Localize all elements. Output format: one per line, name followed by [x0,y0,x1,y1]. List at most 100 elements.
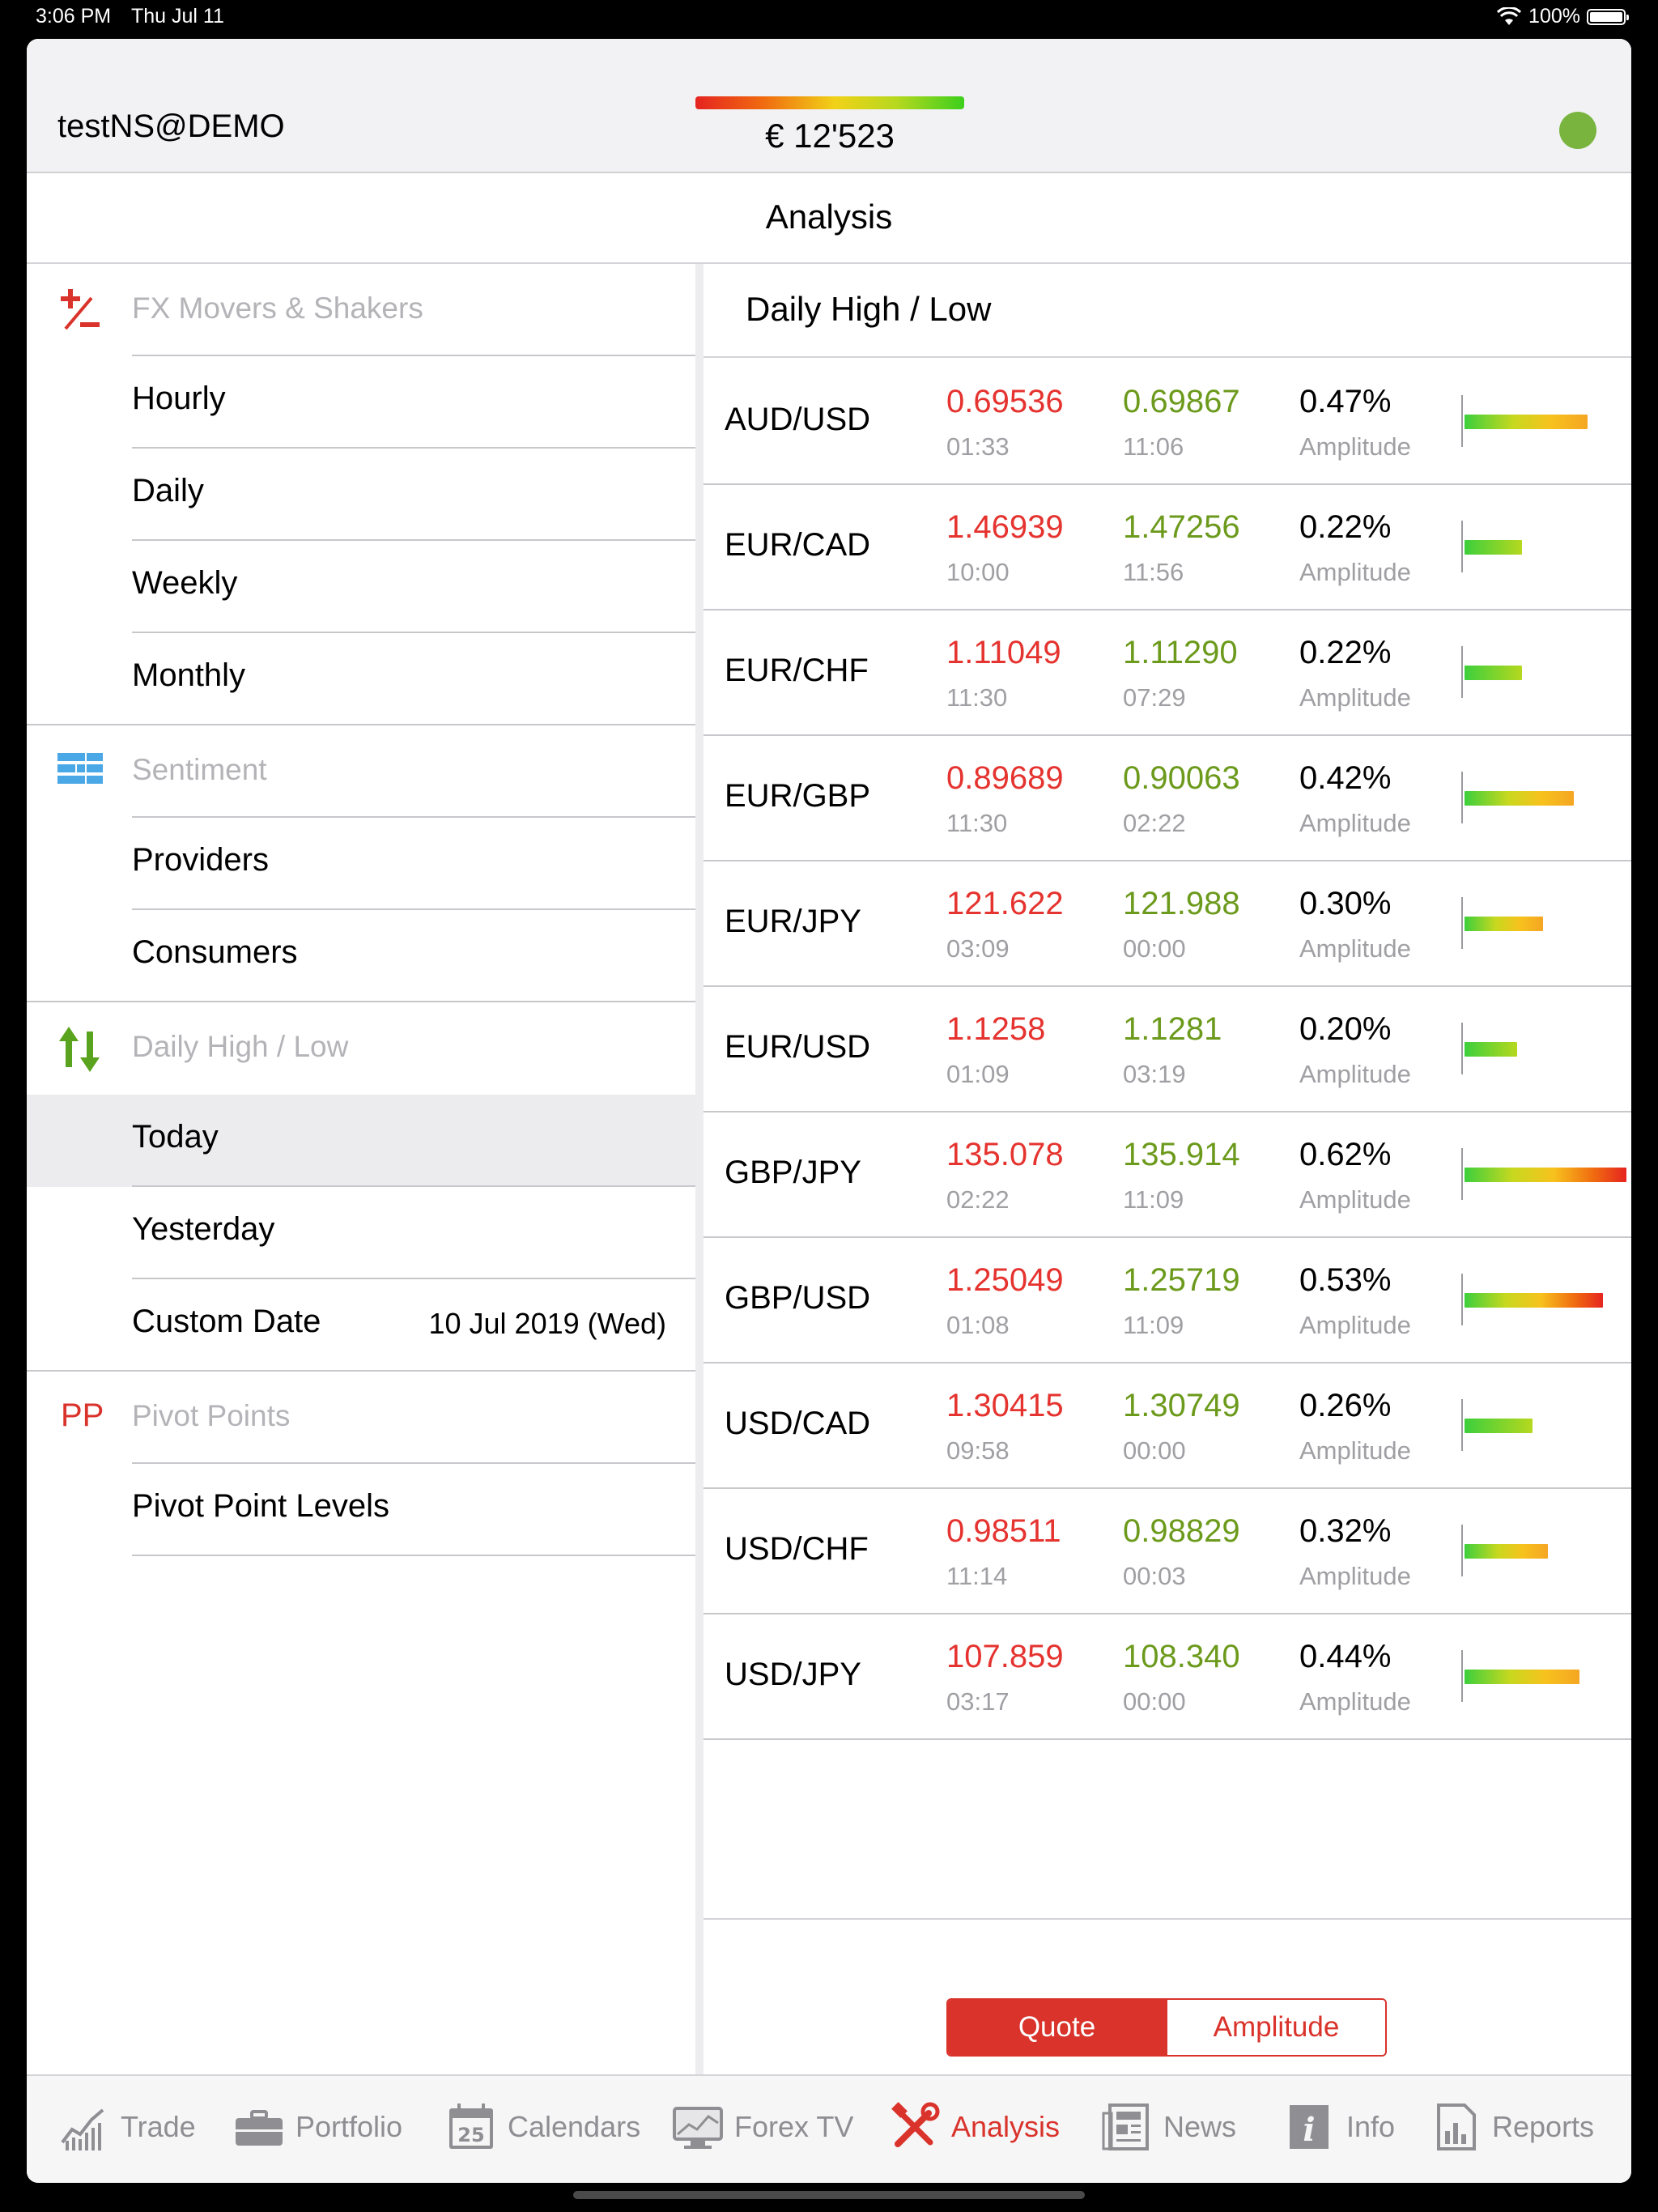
amplitude-percent: 0.44% [1299,1639,1392,1674]
pair-row[interactable]: USD/CHF 0.98511 11:14 0.98829 00:03 0.32% Ampl… [704,1487,1631,1614]
calendar-icon: 25 [449,2104,493,2149]
low-time: 03:09 [946,934,1010,963]
sidebar-item-label: Hourly [132,381,226,416]
sidebar-item-label: Custom Date [132,1304,321,1339]
high-value: 121.988 [1123,886,1240,921]
tab-info[interactable]: i Info [1285,2099,1395,2155]
high-time: 02:22 [1123,809,1186,837]
pair-row[interactable]: USD/JPY 107.859 03:17 108.340 00:00 0.44% Ampl… [704,1613,1631,1740]
plus-minus-icon [61,289,100,330]
sidebar-item-weekly[interactable]: Weekly [27,541,695,633]
sidebar-item-hourly[interactable]: Hourly [27,356,695,449]
low-value: 1.11049 [946,635,1061,670]
low-time: 09:58 [946,1436,1010,1465]
page-title: Analysis [765,198,893,236]
pair-row[interactable]: EUR/CHF 1.11049 11:30 1.11290 07:29 0.22% Ampl… [704,609,1631,736]
pair-row[interactable]: EUR/USD 1.1258 01:09 1.1281 03:19 0.20% Amplit… [704,985,1631,1112]
amplitude-percent: 0.30% [1299,886,1392,921]
amplitude-percent: 0.20% [1299,1011,1392,1047]
pair-row[interactable]: EUR/JPY 121.622 03:09 121.988 00:00 0.30% Ampl… [704,860,1631,987]
amplitude-percent: 0.47% [1299,384,1392,419]
connection-status-dot[interactable] [1559,112,1596,149]
low-time: 11:14 [946,1562,1008,1590]
section-title: Daily High / Low [132,1030,349,1063]
low-value: 1.25049 [946,1262,1064,1298]
battery-percent: 100% [1528,5,1580,28]
sidebar-item-monthly[interactable]: Monthly [27,633,695,725]
sidebar-item-label: Yesterday [132,1211,275,1247]
low-value: 1.46939 [946,509,1064,545]
sidebar-item-label: Today [132,1119,219,1155]
sidebar-item-label: Monthly [132,657,246,693]
pair-row[interactable]: USD/CAD 1.30415 09:58 1.30749 00:00 0.26% Ampl… [704,1362,1631,1489]
sidebar-item-today[interactable]: Today [27,1095,695,1187]
low-value: 1.1258 [946,1011,1046,1047]
amplitude-label: Amplitude [1299,1060,1411,1088]
sentiment-icon [57,753,103,784]
toggle-amplitude[interactable]: Amplitude [1166,2000,1385,2055]
high-time: 03:19 [1123,1060,1186,1088]
sidebar-item-label: Daily [132,473,204,508]
pair-row[interactable]: EUR/GBP 0.89689 11:30 0.90063 02:22 0.42% Ampl… [704,734,1631,861]
high-value: 135.914 [1123,1137,1240,1172]
pair-row[interactable]: GBP/JPY 135.078 02:22 135.914 11:09 0.62% Ampl… [704,1111,1631,1238]
amplitude-axis [1461,1148,1463,1200]
amplitude-axis [1461,395,1463,447]
amplitude-bar [1465,1419,1533,1433]
tab-analysis[interactable]: Analysis [890,2099,1060,2155]
high-time: 00:00 [1123,1436,1186,1465]
split-divider [695,264,704,2074]
tab-label: Forex TV [734,2110,854,2143]
amplitude-label: Amplitude [1299,1185,1411,1214]
tab-reports[interactable]: Reports [1431,2099,1594,2155]
status-right: 100% [1496,5,1629,28]
section-title: Pivot Points [132,1399,291,1432]
home-indicator[interactable] [573,2191,1085,2199]
pair-row[interactable]: EUR/CAD 1.46939 10:00 1.47256 11:56 0.22% Ampl… [704,483,1631,610]
account-name[interactable]: testNS@DEMO [57,108,285,144]
pair-row[interactable]: GBP/USD 1.25049 01:08 1.25719 11:09 0.53% Ampl… [704,1236,1631,1363]
status-bar: 3:06 PM Thu Jul 11 100% [0,0,1658,36]
pair-row[interactable]: AUD/USD 0.69536 01:33 0.69867 11:06 0.47% Ampl… [704,358,1631,485]
analysis-sidebar: FX Movers & Shakers Hourly Daily Weekly … [27,264,695,2074]
list-end-divider [704,1918,1631,1920]
amplitude-label: Amplitude [1299,1311,1411,1339]
pair-name: GBP/USD [725,1280,871,1316]
tab-label: Calendars [508,2110,641,2143]
tab-portfolio[interactable]: Portfolio [234,2099,402,2155]
low-time: 11:30 [946,683,1008,712]
tab-label: Trade [121,2110,196,2143]
low-value: 0.69536 [946,384,1064,419]
section-sentiment: Sentiment [27,725,695,818]
amplitude-bar [1465,1293,1603,1308]
pair-name: GBP/JPY [725,1155,861,1190]
panel-title: Daily High / Low [746,290,992,328]
monitor-icon [673,2107,723,2149]
sidebar-item-providers[interactable]: Providers [27,818,695,910]
sidebar-item-custom-date[interactable]: Custom Date 10 Jul 2019 (Wed) [27,1279,695,1372]
sidebar-item-pivot-point-levels[interactable]: Pivot Point Levels [27,1464,695,1556]
amplitude-axis [1461,521,1463,572]
tab-news[interactable]: News [1102,2099,1236,2155]
sidebar-item-consumers[interactable]: Consumers [27,910,695,1002]
wifi-icon [1496,6,1522,25]
amplitude-axis [1461,646,1463,698]
panel-header: Daily High / Low [704,264,1631,358]
high-value: 1.30749 [1123,1388,1240,1423]
sidebar-item-yesterday[interactable]: Yesterday [27,1187,695,1279]
low-value: 135.078 [946,1137,1064,1172]
section-title: Sentiment [132,753,267,786]
amplitude-axis [1461,1023,1463,1074]
tab-forex-tv[interactable]: Forex TV [673,2099,853,2155]
tab-trade[interactable]: Trade [59,2099,196,2155]
amplitude-bar [1465,1168,1626,1182]
high-time: 11:09 [1123,1185,1184,1214]
chart-icon [61,2108,104,2150]
tab-calendars[interactable]: 25 Calendars [446,2099,640,2155]
toggle-quote[interactable]: Quote [948,2000,1166,2055]
sidebar-item-label: Weekly [132,565,238,601]
sidebar-item-daily[interactable]: Daily [27,449,695,541]
account-balance[interactable]: € 12'523 [765,117,895,155]
amplitude-bar [1465,791,1574,806]
high-time: 11:56 [1123,558,1184,586]
